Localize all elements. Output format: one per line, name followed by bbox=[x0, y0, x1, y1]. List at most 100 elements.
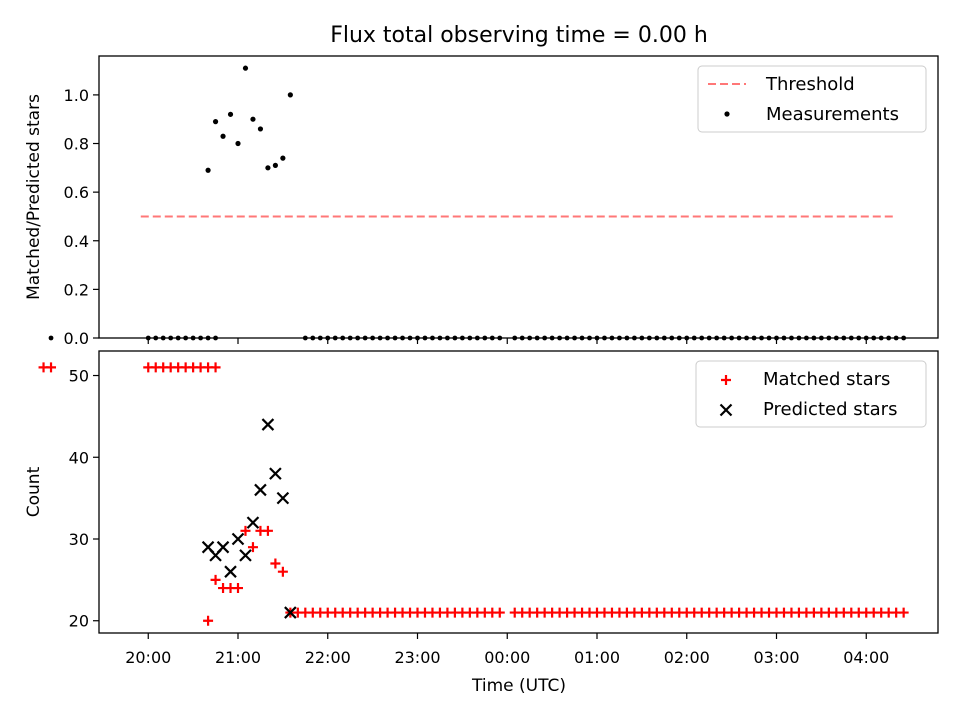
measurement-point bbox=[721, 335, 727, 341]
measurement-point bbox=[160, 335, 166, 341]
ratio-legend: Threshold Measurements bbox=[697, 65, 927, 133]
legend-matched-marker bbox=[721, 375, 731, 385]
x-tick-label: 00:00 bbox=[484, 648, 530, 667]
measurement-point bbox=[445, 335, 450, 341]
y-tick-label: 30 bbox=[69, 530, 89, 549]
count-y-ticks: 20 30 40 50 bbox=[69, 367, 99, 631]
measurement-point bbox=[684, 335, 690, 341]
measurement-point bbox=[145, 335, 151, 341]
measurement-point bbox=[669, 335, 675, 341]
measurement-point bbox=[594, 335, 600, 341]
y-tick-label: 20 bbox=[69, 612, 89, 631]
measurement-point bbox=[624, 335, 630, 341]
measurement-point bbox=[287, 92, 293, 98]
x-tick-label: 03:00 bbox=[753, 648, 799, 667]
measurement-point bbox=[459, 335, 465, 341]
x-tick-label: 23:00 bbox=[394, 648, 440, 667]
measurement-point bbox=[841, 335, 847, 341]
measurement-point bbox=[452, 335, 458, 341]
measurement-point bbox=[729, 335, 735, 341]
count-x-ticks: 20:00 21:00 22:00 23:00 00:00 01:00 02:00 03:00… bbox=[125, 633, 889, 667]
measurement-point bbox=[385, 335, 390, 341]
measurement-point bbox=[340, 335, 346, 341]
measurement-point bbox=[691, 335, 697, 341]
measurement-point bbox=[489, 335, 495, 341]
measurement-point bbox=[602, 335, 607, 341]
measurement-point bbox=[430, 335, 435, 341]
measurement-point bbox=[227, 111, 234, 117]
measurement-point bbox=[564, 335, 570, 341]
y-tick-label: 50 bbox=[69, 367, 89, 386]
legend-measurements-label: Measurements bbox=[766, 104, 899, 125]
measurement-point bbox=[714, 335, 720, 341]
y-tick-label: 1.0 bbox=[64, 86, 89, 105]
matched-star-point bbox=[233, 583, 243, 594]
predicted-star-point bbox=[261, 418, 275, 431]
measurement-point bbox=[220, 133, 226, 139]
measurement-point bbox=[519, 335, 525, 341]
ratio-panel-frame bbox=[98, 55, 939, 339]
measurement-point bbox=[190, 335, 196, 341]
measurement-point bbox=[736, 335, 742, 341]
measurement-point bbox=[467, 335, 473, 341]
measurement-point bbox=[871, 335, 877, 341]
measurement-point bbox=[557, 335, 563, 341]
measurement-point bbox=[661, 335, 667, 341]
measurement-point bbox=[631, 335, 637, 341]
predicted-star-point bbox=[254, 483, 267, 497]
matched-star-point bbox=[203, 615, 214, 626]
legend-matched-swatch bbox=[721, 375, 731, 385]
ratio-y-ticks: 0.0 0.2 0.4 0.6 0.8 1.0 bbox=[64, 86, 99, 348]
x-tick-label: 22:00 bbox=[305, 648, 351, 667]
measurement-point bbox=[534, 335, 540, 341]
predicted-star-point bbox=[276, 491, 290, 505]
measurement-point bbox=[639, 335, 645, 341]
measurement-point bbox=[587, 335, 592, 341]
measurement-point bbox=[183, 335, 189, 341]
measurement-point bbox=[250, 116, 256, 122]
matched-star-point bbox=[210, 362, 221, 373]
measurement-point bbox=[901, 335, 907, 341]
measurement-point bbox=[789, 335, 794, 341]
predicted-star-point bbox=[231, 532, 245, 546]
count-legend: Matched stars Predicted stars bbox=[695, 360, 927, 428]
count-panel: 20 30 40 50 20:00 21:00 22:00 23:00 00:00 01:00 0… bbox=[24, 350, 939, 667]
measurement-point bbox=[213, 335, 218, 341]
measurement-point bbox=[168, 335, 174, 341]
legend-measurements-swatch bbox=[724, 111, 730, 117]
matched-star-point bbox=[277, 566, 288, 577]
measurement-point bbox=[407, 335, 413, 341]
measurement-point bbox=[654, 335, 660, 341]
measurement-point bbox=[422, 335, 428, 341]
measurement-point bbox=[863, 335, 869, 341]
predicted-star-point bbox=[216, 540, 230, 554]
measurement-point bbox=[370, 335, 376, 341]
ratio-panel: 0.0 0.2 0.4 0.6 0.8 1.0 Matched/Predicted sta… bbox=[24, 55, 939, 348]
measurement-point bbox=[377, 335, 383, 341]
measurement-point bbox=[527, 335, 533, 341]
predicted-star-point bbox=[284, 606, 297, 619]
measurement-point bbox=[549, 335, 555, 341]
measurement-point bbox=[848, 335, 854, 341]
measurement-point bbox=[542, 335, 548, 341]
ratio-x-ticks bbox=[147, 338, 867, 344]
measurement-point bbox=[826, 335, 832, 341]
measurement-point bbox=[766, 335, 772, 341]
matched-star-point bbox=[46, 362, 57, 373]
measurement-point bbox=[878, 335, 884, 341]
measurement-point bbox=[272, 162, 278, 168]
count-marks bbox=[38, 362, 909, 626]
x-tick-label: 04:00 bbox=[843, 648, 889, 667]
measurement-point bbox=[609, 335, 615, 341]
measurement-point bbox=[811, 335, 817, 341]
measurement-point bbox=[893, 335, 899, 341]
ratio-legend-box bbox=[697, 65, 927, 133]
count-panel-frame bbox=[98, 350, 939, 634]
measurement-point bbox=[482, 335, 488, 341]
x-tick-label: 01:00 bbox=[574, 648, 620, 667]
measurement-point bbox=[744, 335, 749, 341]
legend-threshold-label: Threshold bbox=[765, 74, 855, 95]
matched-star-point bbox=[262, 525, 273, 536]
measurement-point bbox=[310, 335, 316, 341]
